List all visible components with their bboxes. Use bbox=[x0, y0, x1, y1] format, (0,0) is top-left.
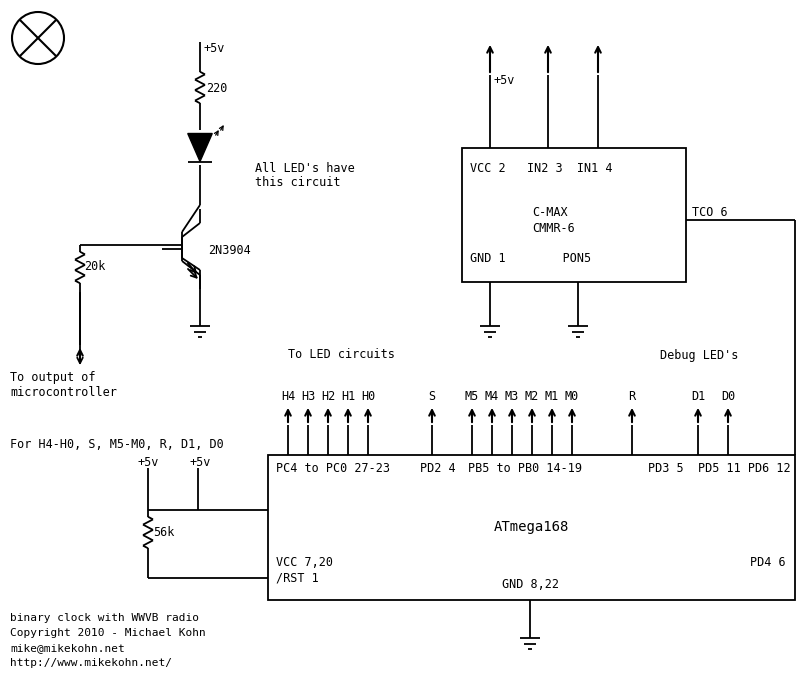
Text: mike@mikekohn.net: mike@mikekohn.net bbox=[10, 643, 124, 653]
Text: D1: D1 bbox=[691, 390, 705, 403]
Text: H4: H4 bbox=[281, 390, 295, 403]
Text: 2N3904: 2N3904 bbox=[208, 244, 250, 257]
Text: microcontroller: microcontroller bbox=[10, 386, 117, 399]
Text: H3: H3 bbox=[301, 390, 315, 403]
Text: PD2 4: PD2 4 bbox=[420, 462, 456, 475]
Text: TCO 6: TCO 6 bbox=[692, 206, 728, 220]
Bar bbox=[462, 148, 686, 282]
Text: R: R bbox=[629, 390, 636, 403]
Text: H2: H2 bbox=[321, 390, 335, 403]
Text: M2: M2 bbox=[525, 390, 539, 403]
Text: +5v: +5v bbox=[204, 41, 225, 54]
Text: GND 1        PON5: GND 1 PON5 bbox=[470, 252, 591, 265]
Polygon shape bbox=[187, 134, 213, 161]
Text: /RST 1: /RST 1 bbox=[276, 571, 318, 584]
Text: ATmega168: ATmega168 bbox=[494, 520, 569, 534]
Text: D0: D0 bbox=[721, 390, 735, 403]
Text: Debug LED's: Debug LED's bbox=[660, 348, 739, 362]
Text: VCC 2   IN2 3  IN1 4: VCC 2 IN2 3 IN1 4 bbox=[470, 161, 612, 174]
Text: M4: M4 bbox=[485, 390, 499, 403]
Text: PB5 to PB0 14-19: PB5 to PB0 14-19 bbox=[468, 462, 582, 475]
Text: H0: H0 bbox=[361, 390, 375, 403]
Text: http://www.mikekohn.net/: http://www.mikekohn.net/ bbox=[10, 658, 172, 668]
Text: this circuit: this circuit bbox=[255, 176, 340, 189]
Text: For H4-H0, S, M5-M0, R, D1, D0: For H4-H0, S, M5-M0, R, D1, D0 bbox=[10, 438, 224, 451]
Text: 220: 220 bbox=[206, 82, 227, 95]
Text: To LED circuits: To LED circuits bbox=[288, 348, 395, 362]
Text: PC4 to PC0 27-23: PC4 to PC0 27-23 bbox=[276, 462, 390, 475]
Text: +5v: +5v bbox=[494, 73, 516, 86]
Text: +5v: +5v bbox=[138, 456, 159, 469]
Text: binary clock with WWVB radio: binary clock with WWVB radio bbox=[10, 613, 199, 623]
Text: PD5 11 PD6 12: PD5 11 PD6 12 bbox=[698, 462, 790, 475]
Text: To output of: To output of bbox=[10, 372, 95, 384]
Text: M5: M5 bbox=[465, 390, 479, 403]
Bar bbox=[268, 455, 795, 600]
Text: Copyright 2010 - Michael Kohn: Copyright 2010 - Michael Kohn bbox=[10, 628, 206, 638]
Text: GND 8,22: GND 8,22 bbox=[503, 578, 559, 591]
Text: CMMR-6: CMMR-6 bbox=[532, 222, 574, 235]
Text: S: S bbox=[428, 390, 436, 403]
Text: 56k: 56k bbox=[153, 525, 175, 539]
Text: H1: H1 bbox=[341, 390, 356, 403]
Text: M1: M1 bbox=[545, 390, 559, 403]
Text: M0: M0 bbox=[565, 390, 579, 403]
Text: All LED's have: All LED's have bbox=[255, 161, 355, 174]
Text: M3: M3 bbox=[505, 390, 519, 403]
Text: +5v: +5v bbox=[190, 456, 212, 469]
Text: 20k: 20k bbox=[84, 261, 105, 274]
Text: PD4 6: PD4 6 bbox=[750, 556, 785, 569]
Text: VCC 7,20: VCC 7,20 bbox=[276, 556, 333, 569]
Text: PD3 5: PD3 5 bbox=[648, 462, 684, 475]
Text: C-MAX: C-MAX bbox=[532, 206, 568, 220]
